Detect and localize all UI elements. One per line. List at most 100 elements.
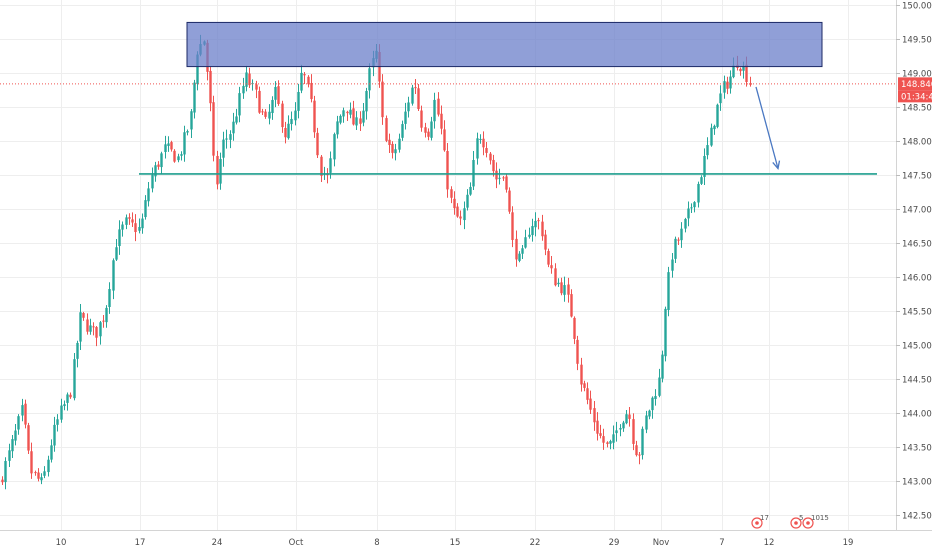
event-marker[interactable]: 1015 bbox=[802, 514, 829, 529]
candle bbox=[651, 396, 654, 419]
candle-body bbox=[21, 405, 24, 416]
candle-body bbox=[160, 153, 163, 168]
candle-body bbox=[576, 339, 579, 364]
candle-body bbox=[596, 420, 599, 434]
price-axis[interactable]: 142.500 143.000 143.500 144.000 144.500 145.0… bbox=[896, 2, 932, 522]
candle bbox=[417, 84, 420, 112]
candle-body bbox=[313, 100, 316, 133]
y-tick-label: 144.500 bbox=[902, 376, 932, 386]
candle bbox=[53, 416, 56, 452]
candle-body bbox=[469, 186, 472, 195]
candle bbox=[466, 189, 469, 211]
candle-body bbox=[128, 217, 131, 219]
candle bbox=[700, 175, 703, 186]
x-tick-label: 10 bbox=[56, 538, 67, 548]
candle bbox=[398, 133, 401, 153]
candle bbox=[476, 132, 479, 165]
candle-body bbox=[50, 445, 53, 460]
candle-body bbox=[177, 156, 180, 161]
candle bbox=[437, 92, 440, 117]
candle bbox=[307, 75, 310, 88]
candle-body bbox=[417, 88, 420, 110]
candle-body bbox=[450, 189, 453, 198]
candle bbox=[248, 67, 251, 89]
candle bbox=[706, 137, 709, 160]
candle bbox=[443, 120, 446, 152]
candle-body bbox=[427, 131, 430, 137]
y-tick-label: 149.500 bbox=[902, 36, 932, 46]
event-markers[interactable]: 17 5 1015 bbox=[751, 514, 829, 529]
countdown-badge bbox=[898, 90, 932, 103]
candle bbox=[284, 121, 287, 144]
candle bbox=[671, 252, 674, 278]
candle bbox=[570, 289, 573, 318]
event-marker[interactable]: 17 bbox=[751, 514, 769, 529]
candle-body bbox=[225, 138, 228, 140]
candle-body bbox=[742, 65, 745, 71]
candle-body bbox=[667, 272, 670, 311]
candle-body bbox=[602, 436, 605, 443]
event-marker-label: 1015 bbox=[811, 514, 829, 522]
candle-body bbox=[394, 149, 397, 154]
candle-body bbox=[599, 433, 602, 436]
candle bbox=[134, 214, 137, 242]
candle-body bbox=[456, 206, 459, 217]
candle bbox=[550, 256, 553, 274]
x-tick-label: 22 bbox=[530, 538, 541, 548]
resistance-zone[interactable] bbox=[186, 21, 823, 68]
candle bbox=[102, 315, 105, 328]
candle-body bbox=[606, 442, 609, 444]
candle-body bbox=[463, 208, 466, 221]
candle bbox=[385, 115, 388, 143]
candle bbox=[79, 304, 82, 351]
candle-body bbox=[476, 138, 479, 159]
candle bbox=[128, 213, 131, 225]
candle-body bbox=[495, 170, 498, 180]
candle bbox=[359, 111, 362, 131]
candle-body bbox=[524, 237, 527, 248]
time-axis[interactable]: 10 17 24 Oct 8 15 22 29 Nov 7 12 19 bbox=[56, 538, 854, 548]
candle bbox=[528, 227, 531, 239]
candle bbox=[43, 466, 46, 479]
candle-body bbox=[349, 109, 352, 115]
price-badge-label: 148.846 bbox=[901, 80, 932, 90]
candle-body bbox=[69, 394, 72, 398]
candle-body bbox=[433, 99, 436, 122]
candle bbox=[89, 318, 92, 335]
candle-body bbox=[86, 319, 89, 332]
candle bbox=[297, 83, 300, 119]
y-tick-label: 143.000 bbox=[902, 478, 932, 488]
y-tick-label: 149.000 bbox=[902, 70, 932, 80]
candle bbox=[255, 80, 258, 99]
candle-body bbox=[144, 200, 147, 218]
projection-arrow-line[interactable] bbox=[755, 86, 779, 169]
candle bbox=[17, 414, 20, 435]
candle bbox=[177, 153, 180, 163]
candle-body bbox=[651, 397, 654, 411]
candle-body bbox=[459, 216, 462, 219]
y-tick-label: 148.000 bbox=[902, 138, 932, 148]
candle bbox=[719, 85, 722, 111]
candle-body bbox=[521, 248, 524, 254]
candle-body bbox=[268, 111, 271, 119]
candle bbox=[190, 108, 193, 139]
candle bbox=[632, 413, 635, 451]
candle bbox=[658, 368, 661, 398]
candle-body bbox=[446, 151, 449, 190]
candle-body bbox=[661, 354, 664, 379]
candle-body bbox=[632, 419, 635, 444]
candle-body bbox=[414, 87, 417, 89]
candle bbox=[56, 414, 59, 432]
candle bbox=[609, 439, 612, 450]
candle bbox=[258, 86, 261, 114]
candle-body bbox=[37, 472, 40, 479]
candle bbox=[537, 217, 540, 230]
candle-body bbox=[706, 145, 709, 156]
candle bbox=[576, 335, 579, 371]
candle bbox=[534, 212, 537, 237]
event-marker[interactable]: 5 bbox=[790, 514, 803, 529]
candle bbox=[268, 104, 271, 125]
candle-body bbox=[115, 247, 118, 260]
candle-body bbox=[680, 228, 683, 241]
